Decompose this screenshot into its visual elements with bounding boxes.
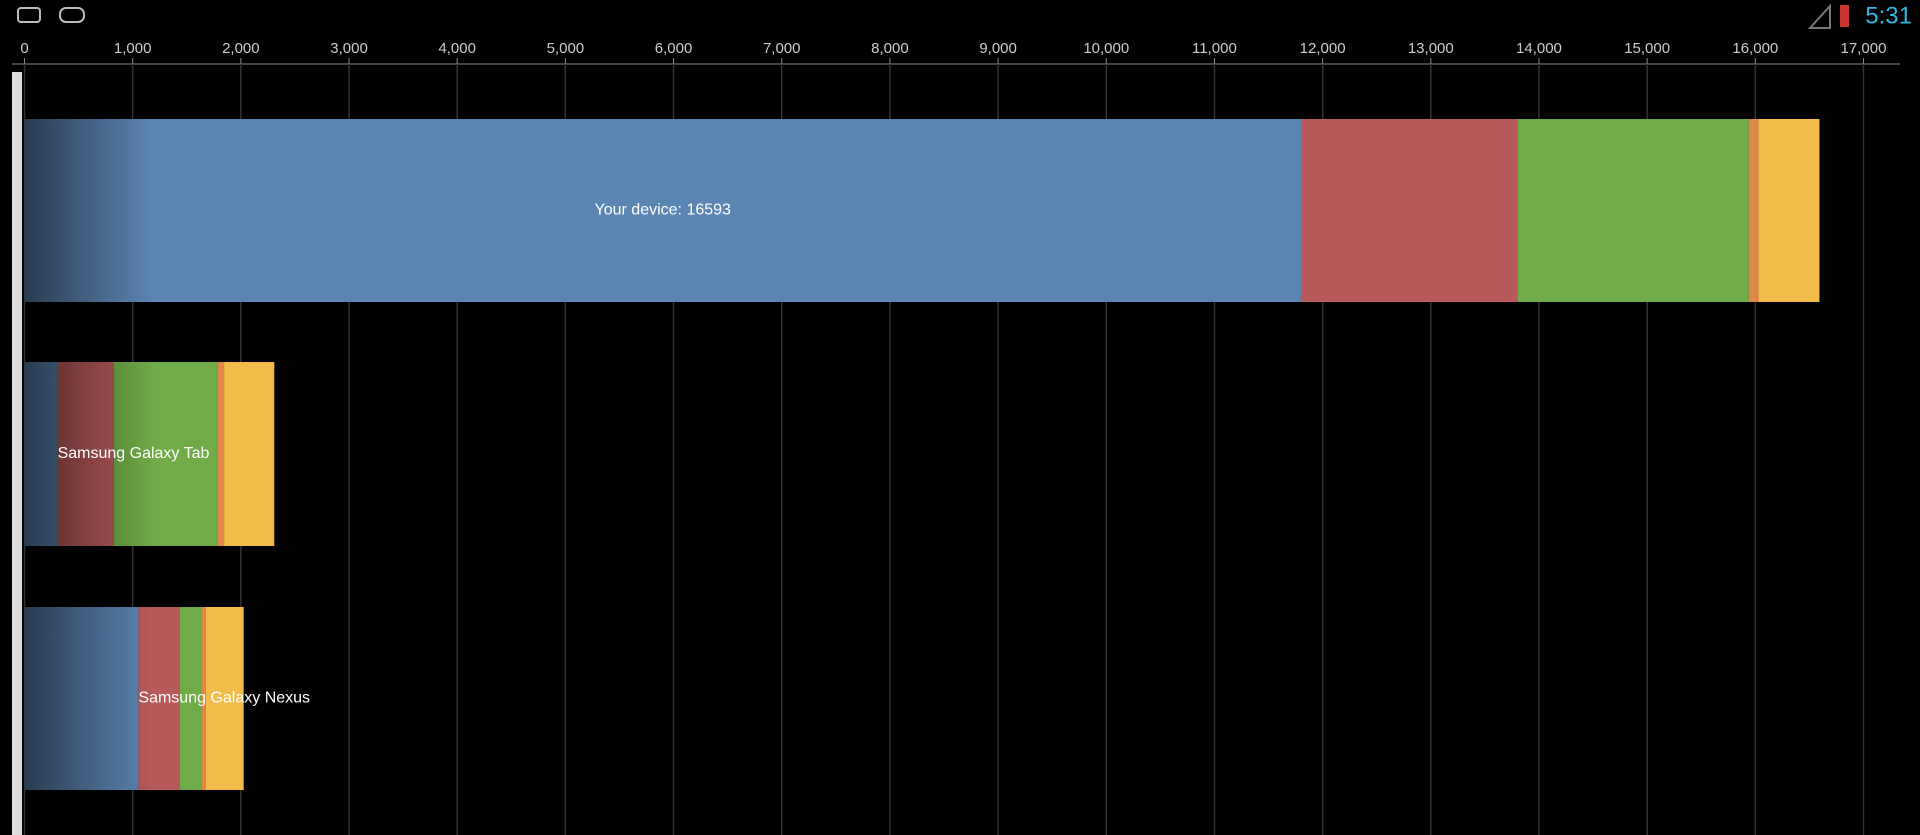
clock: 5:31 <box>1865 2 1912 29</box>
bar-shade <box>24 119 155 302</box>
status-icon <box>59 7 85 23</box>
signal-icon <box>1807 3 1831 29</box>
bar-segment <box>1748 119 1759 302</box>
x-tick-label: 5,000 <box>547 40 585 57</box>
chart: 0 1,000 2,000 3,000 4,000 5,000 6,000 7,000 8,00… <box>12 40 1900 835</box>
bar-label: Your device: 16593 <box>595 202 732 219</box>
x-tick-label: 11,000 <box>1192 40 1237 57</box>
bar-segment <box>1758 119 1820 302</box>
x-tick-label: 1,000 <box>114 40 152 57</box>
baseline-bar <box>12 72 22 835</box>
x-tick-label: 9,000 <box>979 40 1017 57</box>
status-icon <box>17 7 41 23</box>
bar-segment <box>1300 119 1518 302</box>
x-tick-label: 8,000 <box>871 40 909 57</box>
x-tick-label: 7,000 <box>763 40 801 57</box>
x-tick-label: 12,000 <box>1300 40 1346 57</box>
bar-label: Samsung Galaxy Nexus <box>138 690 310 707</box>
bar-segment <box>224 362 275 546</box>
bar-segment <box>24 119 1301 302</box>
bar-segment <box>217 362 225 546</box>
x-tick-label: 2,000 <box>222 40 260 57</box>
bar-segment <box>1517 119 1749 302</box>
x-tick-label: 17,000 <box>1841 40 1887 57</box>
bar-shade <box>24 607 155 790</box>
x-tick-label: 6,000 <box>655 40 693 57</box>
x-tick-label: 13,000 <box>1408 40 1454 57</box>
bar-segment <box>202 607 206 790</box>
x-tick-label: 4,000 <box>438 40 476 57</box>
bar-shade <box>24 362 155 546</box>
bar-segment <box>179 607 203 790</box>
x-tick-label: 16,000 <box>1732 40 1778 57</box>
x-tick-label: 10,000 <box>1083 40 1129 57</box>
x-tick-label: 0 <box>20 40 28 57</box>
x-tick-label: 3,000 <box>330 40 368 57</box>
status-bar <box>0 0 1920 30</box>
x-tick-label: 15,000 <box>1624 40 1670 57</box>
x-tick-label: 14,000 <box>1516 40 1562 57</box>
battery-icon <box>1840 5 1849 27</box>
bar-segment <box>205 607 244 790</box>
bar-label: Samsung Galaxy Tab <box>58 445 210 462</box>
